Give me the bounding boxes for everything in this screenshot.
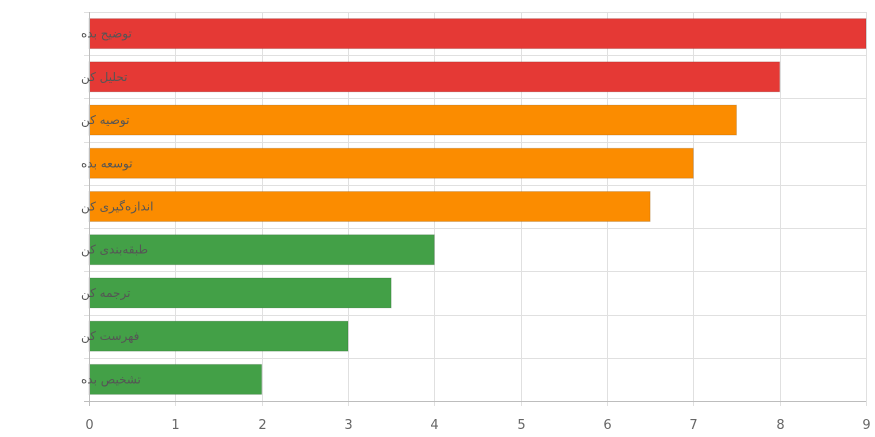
y-category-label: توسعه بده bbox=[81, 156, 133, 171]
bar bbox=[88, 277, 392, 309]
x-tick-label: 7 bbox=[689, 418, 697, 433]
x-tick-label: 2 bbox=[258, 418, 266, 433]
bar bbox=[88, 18, 867, 50]
bar bbox=[88, 104, 737, 136]
x-tick-label: 5 bbox=[517, 418, 525, 433]
y-category-label: توضیح بده bbox=[81, 27, 132, 42]
bar bbox=[88, 147, 694, 179]
bar bbox=[88, 320, 349, 352]
x-tick-label: 3 bbox=[344, 418, 352, 433]
y-category-label: توصیه کن bbox=[81, 113, 129, 128]
y-category-label: تحلیل کن bbox=[81, 70, 127, 85]
y-category-label: فهرست کن bbox=[81, 329, 139, 344]
x-tick-label: 4 bbox=[430, 418, 438, 433]
y-category-label: تشخیص بده bbox=[81, 372, 141, 387]
x-tick-label: 1 bbox=[171, 418, 179, 433]
y-category-label: اندازه‌گیری کن bbox=[81, 200, 153, 215]
bar bbox=[88, 191, 651, 222]
x-tick-label: 0 bbox=[85, 418, 93, 433]
y-category-label: طبقه‌بندی کن bbox=[81, 243, 148, 258]
x-tick-label: 8 bbox=[776, 418, 784, 433]
y-category-label: ترجمه کن bbox=[81, 286, 130, 301]
label-layer: 0 1 2 3 4 5 6 7 8 9 توضیح بده تحلیل کن توصیه کن توسعه… bbox=[81, 27, 871, 433]
bar bbox=[88, 61, 781, 93]
x-tick-label: 9 bbox=[862, 418, 870, 433]
bar bbox=[88, 363, 263, 395]
bar-layer bbox=[88, 18, 867, 395]
axis-layer bbox=[84, 12, 866, 406]
x-tick-label: 6 bbox=[603, 418, 611, 433]
